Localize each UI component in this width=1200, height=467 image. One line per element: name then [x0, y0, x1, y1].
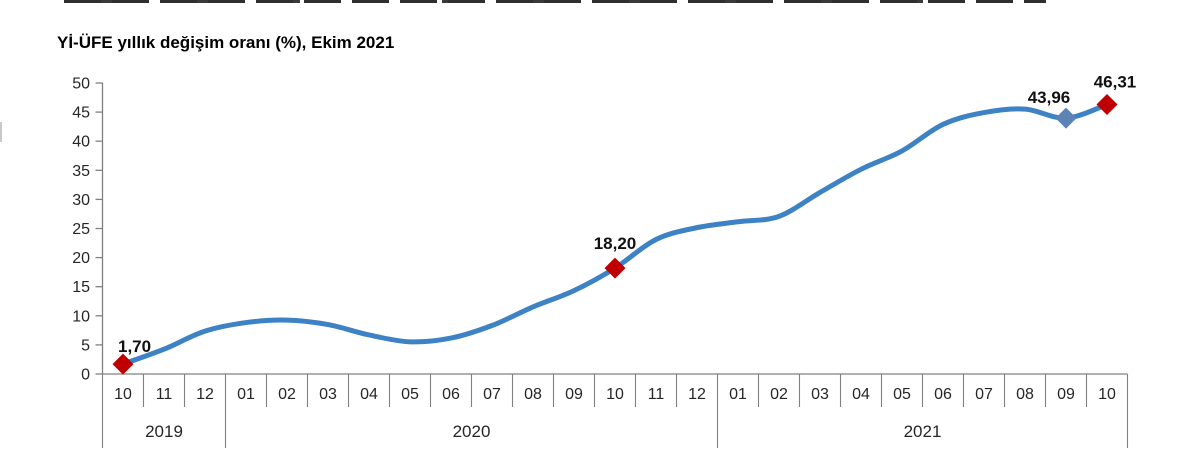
data-point-label: 1,70: [118, 337, 151, 356]
x-axis-month-label: 10: [114, 386, 132, 403]
y-axis-tick-label: 30: [72, 192, 90, 209]
y-axis-tick-label: 5: [81, 337, 90, 354]
x-axis-month-label: 03: [811, 386, 829, 403]
data-point-marker: [1096, 93, 1118, 115]
x-axis-month-label: 02: [278, 386, 296, 403]
y-axis-tick-label: 0: [81, 367, 90, 384]
cropped-text-artifact: [64, 0, 1046, 3]
y-axis-tick-label: 10: [72, 308, 90, 325]
y-axis-tick-label: 40: [72, 134, 90, 151]
data-point-label: 43,96: [1028, 88, 1071, 107]
data-point-marker: [604, 257, 626, 279]
y-axis-tick-label: 15: [72, 279, 90, 296]
x-axis-month-label: 10: [1098, 386, 1116, 403]
x-axis-month-label: 02: [770, 386, 788, 403]
x-axis-month-label: 10: [606, 386, 624, 403]
chart-title: Yİ-ÜFE yıllık değişim oranı (%), Ekim 20…: [57, 33, 395, 52]
x-axis-month-label: 01: [237, 386, 255, 403]
x-axis-year-label: 2021: [904, 422, 942, 441]
data-point-label: 18,20: [594, 234, 637, 253]
x-axis-month-label: 09: [565, 386, 583, 403]
y-axis-tick-label: 45: [72, 105, 90, 122]
data-point-label: 46,31: [1094, 72, 1137, 91]
x-axis-month-label: 07: [975, 386, 993, 403]
x-axis-month-label: 05: [401, 386, 419, 403]
edge-artifact: [0, 122, 2, 142]
x-axis-month-label: 08: [1016, 386, 1034, 403]
x-axis-month-label: 11: [156, 386, 173, 403]
x-axis-month-label: 05: [893, 386, 911, 403]
x-axis-year-label: 2019: [145, 422, 183, 441]
x-axis-month-label: 11: [648, 386, 665, 403]
y-axis-tick-label: 35: [72, 163, 90, 180]
y-axis-tick-label: 25: [72, 221, 90, 238]
data-point-marker: [1055, 107, 1077, 129]
x-axis-month-label: 06: [934, 386, 952, 403]
x-axis-month-label: 04: [852, 386, 870, 403]
x-axis-month-label: 06: [442, 386, 460, 403]
y-axis-tick-label: 50: [72, 76, 90, 93]
x-axis-month-label: 08: [524, 386, 542, 403]
x-axis-month-label: 03: [319, 386, 337, 403]
x-axis-month-label: 04: [360, 386, 378, 403]
x-axis-month-label: 09: [1057, 386, 1075, 403]
x-axis-month-label: 12: [196, 386, 214, 403]
x-axis-month-label: 12: [688, 386, 706, 403]
x-axis-month-label: 07: [483, 386, 501, 403]
data-point-marker: [112, 353, 134, 375]
x-axis-month-label: 01: [729, 386, 747, 403]
x-axis-year-label: 2020: [453, 422, 491, 441]
y-axis-tick-label: 20: [72, 250, 90, 267]
